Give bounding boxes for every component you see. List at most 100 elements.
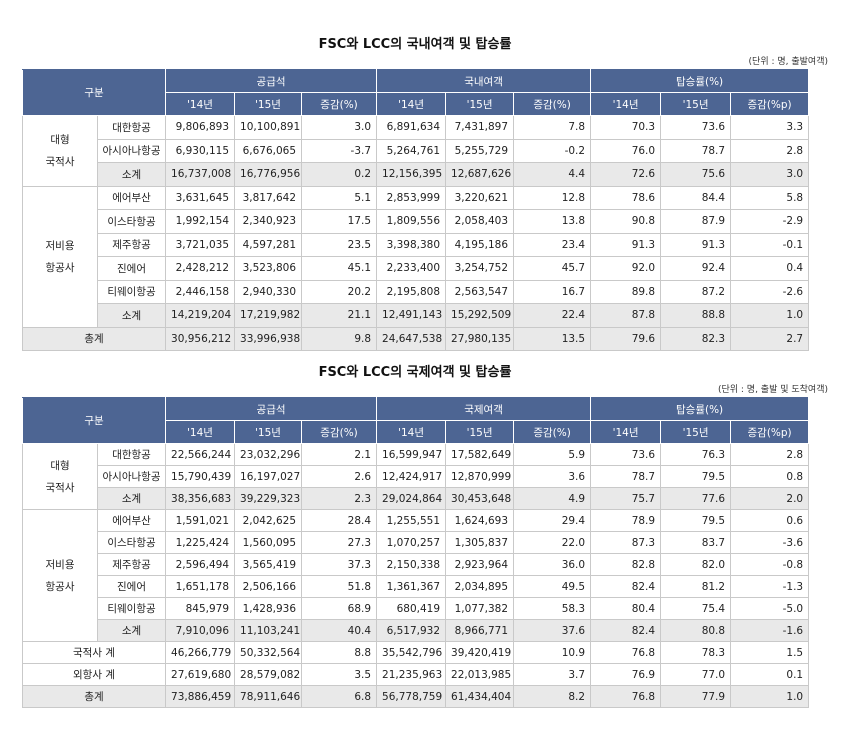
data-table: 구분 공급석 국내여객 탑승률(%) '14년 '15년 증감(%) '14년 '15년 증감(%… [21,69,810,351]
cell-value: 3,523,806 [234,256,303,281]
row-label: 소계 [96,487,167,510]
header-sub: 증감(%) [513,92,592,116]
subheader-row: '14년 '15년 증감(%) '14년 '15년 증감(%) '14년 '15년 증감(%p) [23,420,810,444]
cell-value: 16,776,956 [234,162,303,187]
group-label: 저비용 항공사 [22,509,98,642]
group-label: 대형 국적사 [22,443,98,510]
cell-value: 28.4 [301,509,378,532]
header-sub: '15년 [445,92,515,116]
row-label: 소계 [96,619,167,642]
cell-value: -0.1 [730,232,810,257]
cell-value: 17,219,982 [234,303,303,328]
cell-value: 3,220,621 [445,185,515,210]
cell-value: 29.4 [513,509,592,532]
cell-value: 77.0 [660,663,732,686]
cell-value: 12,156,395 [376,162,447,187]
cell-value: 80.8 [660,619,732,642]
cell-value: 845,979 [165,597,236,620]
header-sub: '15년 [234,420,303,444]
cell-value: 49.5 [513,575,592,598]
cell-value: 51.8 [301,575,378,598]
cell-value: 10,100,891 [234,115,303,140]
cell-value: 39,420,419 [445,641,515,664]
cell-value: 3.6 [513,465,592,488]
cell-value: 40.4 [301,619,378,642]
cell-value: 2,195,808 [376,279,447,304]
cell-value: 7,431,897 [445,115,515,140]
row-label: 소계 [96,162,167,187]
cell-value: 2.0 [730,487,810,510]
cell-value: 1,651,178 [165,575,236,598]
header-sub: '14년 [590,92,662,116]
header-category: 구분 [21,397,167,444]
cell-value: 77.9 [660,685,732,708]
total-label: 총계 [21,685,167,708]
cell-value: 11,103,241 [234,619,303,642]
cell-value: 38,356,683 [165,487,236,510]
header-sub: '14년 [590,420,662,444]
cell-value: 14,219,204 [165,303,236,328]
cell-value: 1,428,936 [234,597,303,620]
cell-value: 50,332,564 [234,641,303,664]
row-label: 티웨이항공 [96,597,167,620]
cell-value: 5.8 [730,185,810,210]
header-sub: '14년 [165,92,236,116]
cell-value: 3.3 [730,115,810,140]
row-label: 대한항공 [96,115,167,140]
cell-value: 15,790,439 [165,465,236,488]
cell-value: 68.9 [301,597,378,620]
cell-value: 3.7 [513,663,592,686]
cell-value: 22.0 [513,531,592,554]
subtotal-row: 소계 7,910,096 11,103,241 40.4 6,517,932 8,966,… [23,619,810,642]
header-group: 공급석 [165,69,378,93]
header-group: 국내여객 [376,69,592,93]
cell-value: 58.3 [513,597,592,620]
cell-value: 16.7 [513,279,592,304]
table-row: 진에어 1,651,178 2,506,166 51.8 1,361,367 2,034,… [23,575,810,598]
cell-value: 2,058,403 [445,209,515,234]
cell-value: 7.8 [513,115,592,140]
header-row: 구분 공급석 국제여객 탑승률(%) [21,397,810,444]
cell-value: 3.0 [301,115,378,140]
cell-value: -3.6 [730,531,810,554]
cell-value: 24,647,538 [376,326,447,351]
cell-value: 22,566,244 [165,443,236,466]
row-label: 이스타항공 [96,209,167,234]
cell-value: 680,419 [376,597,447,620]
cell-value: 27,980,135 [445,326,515,351]
cell-value: 80.4 [590,597,662,620]
cell-value: -0.8 [730,553,810,576]
cell-value: 12,491,143 [376,303,447,328]
cell-value: 45.7 [513,256,592,281]
table-row: 아시아나항공 15,790,439 16,197,027 2.6 12,424,917 1… [23,465,810,488]
cell-value: 4.4 [513,162,592,187]
cell-value: -2.9 [730,209,810,234]
header-sub: '15년 [660,420,732,444]
cell-value: 2,340,923 [234,209,303,234]
total-row: 외항사 계 27,619,680 28,579,082 3.5 21,235,963 22… [21,663,810,686]
cell-value: 1,255,551 [376,509,447,532]
cell-value: -3.7 [301,138,378,163]
header-group: 국제여객 [376,397,592,421]
cell-value: 76.8 [590,685,662,708]
cell-value: 87.8 [590,303,662,328]
header-sub: '15년 [660,92,732,116]
cell-value: 2.3 [301,487,378,510]
subtotal-row: 소계 14,219,204 17,219,982 21.1 12,491,143 15,2… [23,303,810,328]
cell-value: 9,806,893 [165,115,236,140]
cell-value: 16,737,008 [165,162,236,187]
cell-value: 21,235,963 [376,663,447,686]
cell-value: 89.8 [590,279,662,304]
cell-value: 79.6 [590,326,662,351]
cell-value: 21.1 [301,303,378,328]
cell-value: 2,150,338 [376,553,447,576]
cell-value: 1,070,257 [376,531,447,554]
header-sub: '15년 [445,420,515,444]
cell-value: 1,591,021 [165,509,236,532]
cell-value: 37.6 [513,619,592,642]
unit-note: (단위 : 명, 출발여객) [748,57,828,67]
total-label: 외항사 계 [21,663,167,686]
row-label: 소계 [96,303,167,328]
header-sub: '15년 [234,92,303,116]
cell-value: 16,197,027 [234,465,303,488]
